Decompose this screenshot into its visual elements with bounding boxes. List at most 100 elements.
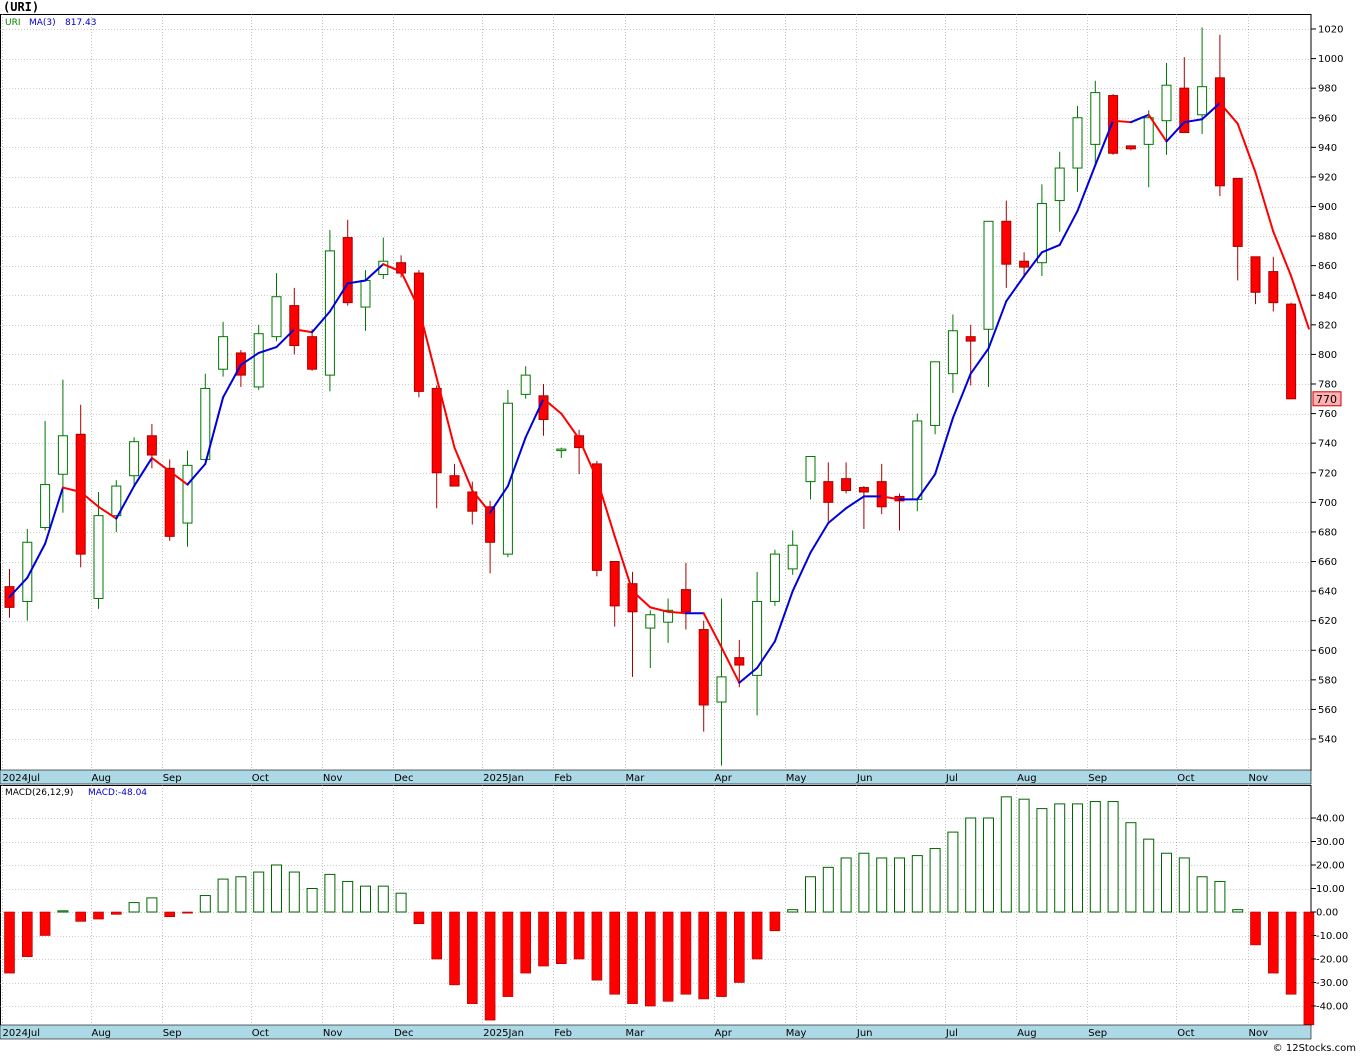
price-axis: 540 560 580 600 620 640 660 680 700 720 740 760 780 8…	[0, 25, 1343, 785]
legend-ma-value: 817.43	[65, 18, 97, 28]
candle-body	[413, 272, 424, 392]
ma-segment	[168, 470, 189, 486]
ma-segment	[702, 612, 723, 649]
ma-segment	[293, 328, 314, 334]
price-tick-label: 920	[1318, 172, 1337, 183]
candle-body	[1143, 117, 1154, 145]
ma-segment	[275, 328, 296, 349]
date-label: 2025Jan	[483, 773, 524, 784]
macd-bar	[840, 857, 852, 913]
ma-segment	[453, 446, 474, 492]
candle-body	[627, 583, 638, 613]
macd-bar	[1072, 803, 1083, 913]
ma-segment	[257, 346, 278, 354]
ma-segment	[506, 436, 527, 488]
macd-axis: -40.00 -30.00 -20.00 -10.00 0.00 10.00 20.00 30…	[0, 814, 1348, 1040]
macd-bar	[413, 911, 425, 925]
candle-body	[805, 455, 816, 483]
macd-bar	[662, 911, 674, 1002]
ma-segment	[311, 310, 331, 334]
price-tick-label: 580	[1318, 675, 1337, 686]
last-price-box	[1312, 391, 1342, 407]
macd-bar	[1196, 876, 1208, 913]
date-label: Oct	[252, 1028, 269, 1039]
moving-average-line	[8, 101, 1310, 684]
candle-body	[360, 279, 371, 308]
macd-bar	[1285, 911, 1297, 995]
ma-segment	[773, 590, 794, 643]
candle-body	[1197, 86, 1208, 116]
candle-body	[1286, 303, 1297, 400]
candle-body	[1125, 145, 1136, 150]
macd-tick-label: 40.00	[1316, 814, 1345, 825]
date-label: Apr	[715, 1028, 733, 1039]
macd-bar	[342, 880, 354, 913]
ma-segment	[26, 542, 47, 579]
candle-body	[164, 467, 175, 537]
candle-body	[1001, 220, 1012, 265]
candle-body	[912, 420, 923, 500]
date-label: Jun	[856, 1028, 873, 1039]
macd-bar	[128, 902, 140, 913]
ma-segment	[595, 477, 616, 538]
ma-segment	[720, 646, 741, 684]
macd-bar	[271, 864, 282, 913]
macd-bar	[1303, 911, 1315, 1026]
ma-segment	[845, 495, 865, 510]
candle-body	[930, 361, 941, 426]
price-tick-label: 780	[1318, 380, 1337, 391]
macd-bar	[1036, 808, 1048, 913]
ma-segment	[222, 363, 242, 399]
candle-body	[645, 614, 656, 629]
ma-segment	[578, 437, 598, 480]
date-label: Feb	[554, 773, 572, 784]
ma-segment	[382, 263, 403, 273]
date-label: Mar	[626, 1028, 646, 1039]
macd-bar	[751, 911, 763, 960]
candle-body	[200, 387, 211, 460]
candle-body	[591, 463, 602, 571]
date-label: Nov	[323, 773, 343, 784]
ma-segment	[987, 300, 1008, 350]
date-axis-band	[0, 1024, 1312, 1040]
macd-bar	[164, 911, 175, 917]
candle-body	[769, 553, 780, 602]
date-label: Sep	[1088, 773, 1107, 784]
macd-legend: MACD(26,12,9) MACD:-48.04	[5, 788, 147, 798]
macd-bar	[822, 866, 834, 913]
macd-bar	[502, 911, 514, 997]
macd-bar	[1143, 838, 1155, 913]
ma-segment	[204, 396, 225, 465]
date-label: 2024Jul	[3, 773, 41, 784]
macd-bar	[306, 888, 318, 913]
ma-segment	[951, 372, 972, 420]
candle-body	[1036, 203, 1047, 264]
macd-legend-value: MACD:-48.04	[88, 788, 147, 798]
price-legend: URI MA(3) 817.43	[5, 18, 97, 28]
candle-body	[698, 629, 709, 706]
date-label: Jul	[945, 1028, 958, 1039]
ma-segment	[1076, 164, 1097, 212]
macd-bar	[947, 831, 959, 913]
date-label: Oct	[1177, 773, 1194, 784]
date-label: May	[786, 1028, 807, 1039]
macd-bar	[21, 911, 33, 957]
macd-bar	[1089, 801, 1101, 913]
macd-bar	[805, 876, 816, 913]
macd-bar	[182, 911, 193, 914]
macd-bar	[858, 852, 870, 913]
ma-segment	[79, 490, 100, 508]
ma-segment	[827, 507, 848, 525]
price-tick-label: 1000	[1318, 54, 1343, 65]
price-tick-label: 600	[1318, 646, 1337, 657]
macd-tick-label: -30.00	[1316, 978, 1348, 989]
macd-bar	[360, 885, 371, 913]
ma-segment	[489, 485, 509, 514]
candle-body	[965, 336, 976, 342]
ma-segment	[542, 397, 563, 415]
legend-ma-label: MA(3)	[29, 18, 56, 28]
macd-bar	[894, 857, 905, 913]
macd-legend-label: MACD(26,12,9)	[5, 788, 73, 798]
macd-bar	[484, 911, 496, 1021]
macd-bar	[57, 910, 69, 913]
